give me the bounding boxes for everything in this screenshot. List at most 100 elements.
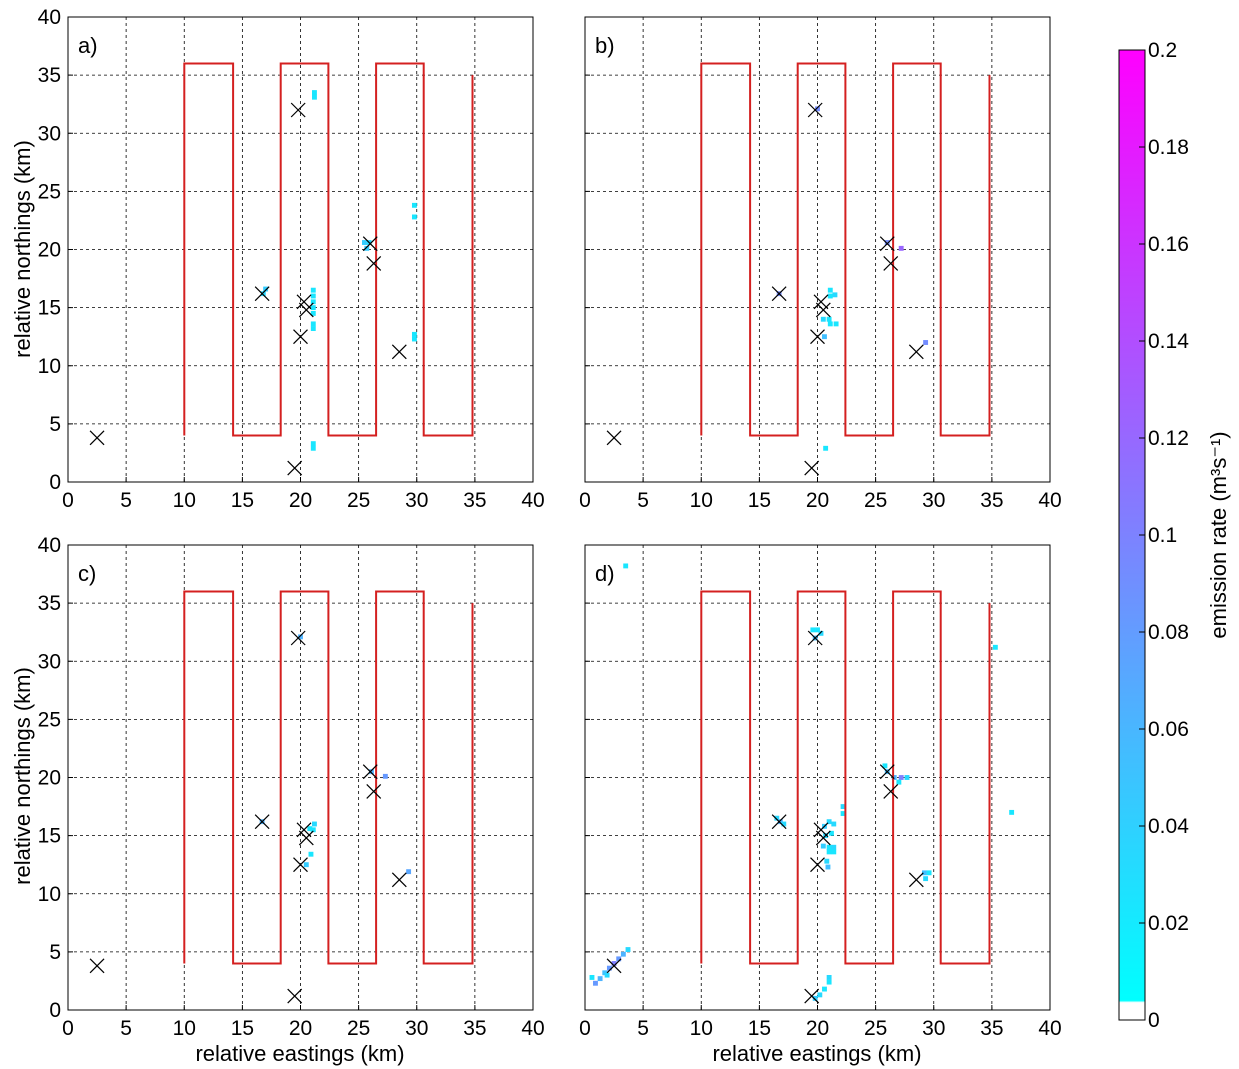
y-tick-label: 35 — [38, 592, 61, 615]
x-tick-label: 30 — [405, 489, 428, 512]
emission-cell — [361, 240, 367, 245]
source-marker-stroke — [813, 822, 829, 838]
source-marker-stroke — [879, 236, 895, 252]
emission-cell — [818, 630, 824, 636]
source-marker — [815, 830, 831, 846]
source-marker-stroke — [810, 329, 825, 345]
source-marker-stroke — [815, 302, 831, 318]
emission-cell — [826, 316, 832, 322]
y-tick-label: 5 — [49, 941, 61, 964]
source-marker-stroke — [298, 302, 314, 318]
emission-cell — [820, 843, 826, 849]
emission-cell — [310, 326, 316, 331]
y-tick-label: 0 — [49, 999, 61, 1022]
colorbar-ticks: 0 0.02 0.04 0.06 0.08 0.1 0.12 0.14 0.16 0.18 0.2 — [1139, 39, 1189, 1032]
emission-cell — [823, 445, 829, 451]
colorbar-tick-label: 0.2 — [1148, 39, 1177, 62]
source-marker-stroke — [606, 958, 622, 974]
x-tick-label: 25 — [864, 489, 887, 512]
emission-cell — [840, 811, 846, 816]
x-tick-label: 35 — [463, 489, 486, 512]
y-tick-label: 15 — [38, 825, 61, 848]
x-tick-label: 35 — [980, 1017, 1003, 1040]
colorbar-tick-label: 0.02 — [1148, 912, 1189, 935]
y-tick-label: 30 — [38, 650, 61, 673]
source-marker — [606, 430, 622, 446]
y-tick-label: 10 — [38, 355, 61, 378]
emission-cell — [310, 310, 316, 316]
emission-cell — [832, 292, 838, 298]
y-tick-label: 40 — [38, 6, 61, 29]
source-marker — [290, 630, 306, 646]
source-marker — [804, 988, 820, 1004]
emission-cell — [310, 321, 316, 327]
source-marker-stroke — [254, 814, 270, 830]
colorbar-tick-label: 0.18 — [1148, 136, 1189, 159]
colorbar-tick-label: 0.16 — [1148, 233, 1189, 256]
x-tick-label: 5 — [120, 1017, 132, 1040]
emission-cell — [992, 644, 998, 650]
y-tick-label: 30 — [38, 122, 61, 145]
emission-cell — [810, 627, 816, 633]
source-marker — [813, 294, 829, 310]
emission-cell — [826, 844, 832, 850]
y-tick-label: 0 — [49, 471, 61, 494]
source-marker — [362, 236, 378, 252]
emission-cell — [827, 321, 833, 327]
x-tick-label: 35 — [980, 489, 1003, 512]
emission-cell — [829, 830, 834, 836]
x-tick-label: 15 — [748, 1017, 771, 1040]
emission-cell — [411, 336, 417, 342]
emission-cell — [310, 287, 316, 293]
emission-cell — [815, 106, 820, 112]
colorbar-tick-label: 0.04 — [1148, 815, 1189, 838]
x-tick-label: 0 — [62, 1017, 74, 1040]
emission-cell — [825, 864, 831, 870]
source-marker — [254, 814, 270, 830]
emission-cell — [822, 334, 827, 340]
emission-cell — [923, 340, 929, 345]
emission-cell — [824, 858, 830, 864]
emission-cell — [411, 331, 417, 337]
source-marker — [391, 344, 407, 360]
source-marker-stroke — [254, 286, 270, 302]
panel-label: a) — [78, 33, 98, 58]
emission-cell — [623, 563, 629, 569]
source-marker-stroke — [296, 822, 312, 838]
emission-cell — [411, 202, 417, 208]
x-tick-label: 20 — [806, 1017, 829, 1040]
emission-cell — [923, 876, 929, 882]
x-tick-label: 25 — [864, 1017, 887, 1040]
emission-cell — [826, 819, 832, 825]
colorbar-tick-label: 0 — [1148, 1009, 1160, 1032]
emission-cell — [817, 992, 823, 998]
x-tick-label: 40 — [521, 489, 544, 512]
emission-cell — [620, 951, 626, 957]
x-tick-label: 20 — [289, 489, 312, 512]
x-tick-label: 40 — [521, 1017, 544, 1040]
x-tick-label: 15 — [231, 489, 254, 512]
source-marker-stroke — [298, 830, 314, 846]
colorbar-tick-label: 0.14 — [1148, 330, 1189, 353]
emission-cell — [310, 305, 316, 311]
source-marker — [287, 460, 303, 476]
colorbar-tick-label: 0.08 — [1148, 621, 1189, 644]
emission-cell — [898, 775, 904, 780]
source-marker — [362, 764, 378, 780]
emission-cell — [815, 627, 820, 633]
source-marker-stroke — [606, 430, 622, 446]
source-marker — [366, 784, 382, 799]
source-marker-stroke — [287, 988, 303, 1004]
x-tick-label: 10 — [690, 1017, 713, 1040]
colorbar-tick-label: 0.1 — [1148, 524, 1177, 547]
emission-cell — [298, 634, 303, 640]
source-marker-stroke — [296, 294, 312, 310]
source-marker-stroke — [883, 784, 899, 799]
panel-d: 0 5 10 15 20 25 30 35 40 d) — [579, 544, 1062, 1040]
emission-cell — [589, 975, 595, 980]
x-tick-label: 10 — [173, 1017, 196, 1040]
x-tick-label: 20 — [806, 489, 829, 512]
source-marker — [815, 302, 831, 318]
source-marker-stroke — [287, 460, 303, 476]
